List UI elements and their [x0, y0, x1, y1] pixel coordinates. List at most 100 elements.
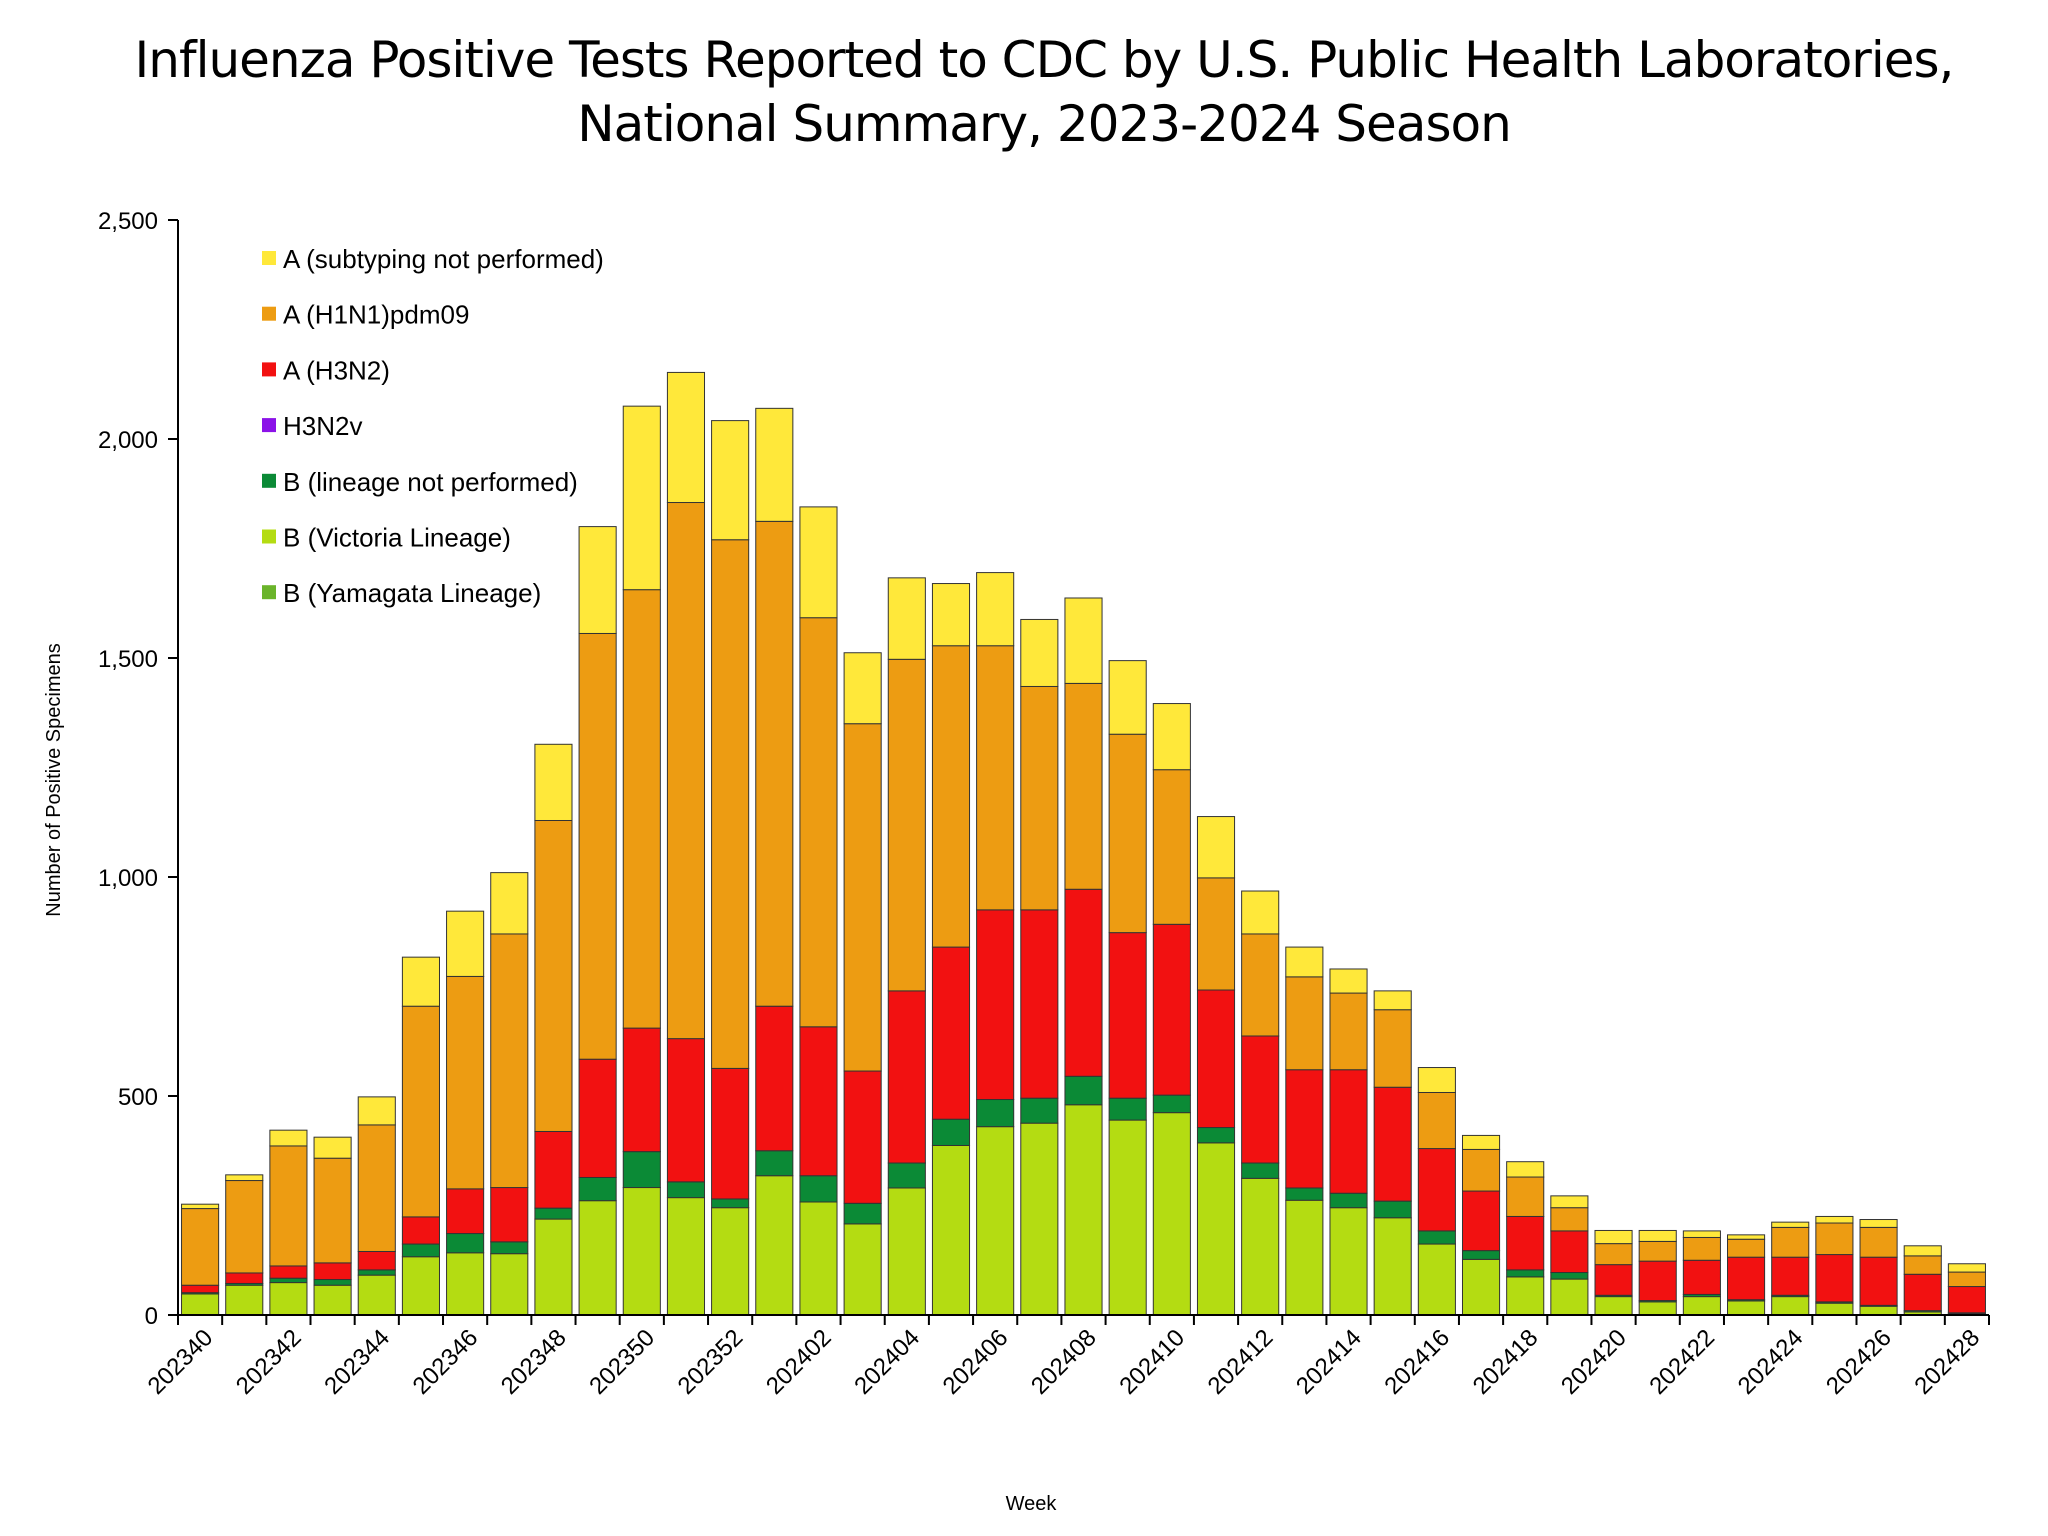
bar-segment-202422-4: [1682, 1259, 1721, 1295]
y-axis-label: Number of Positive Specimens: [43, 643, 65, 916]
legend-label: A (H1N1)pdm09: [283, 300, 469, 330]
bar-segment-202420-6: [1594, 1229, 1633, 1245]
bar-segment-202421-5: [1638, 1240, 1677, 1262]
x-tick-label: 202420: [1556, 1324, 1632, 1400]
x-tick-label: 202402: [761, 1324, 837, 1400]
bar-segment-202426-4: [1859, 1256, 1898, 1306]
bar-segment-202410-2: [1152, 1094, 1191, 1114]
bar-segment-202351-0: [666, 1197, 706, 1316]
bar-segment-202350-0: [622, 1187, 661, 1316]
bar-segment-202406-0: [976, 1126, 1015, 1316]
bar-segment-202425-6: [1815, 1215, 1854, 1224]
bar-segment-202413-5: [1285, 976, 1324, 1071]
legend-swatch: [262, 529, 276, 544]
bar-segment-202403-5: [843, 723, 882, 1072]
bar-segment-202411-4: [1196, 989, 1236, 1129]
bar-segment-202408-5: [1064, 682, 1103, 890]
bar-segment-202403-2: [843, 1202, 882, 1225]
bar-segment-202416-4: [1417, 1148, 1456, 1232]
x-tick-label: 202408: [1026, 1324, 1102, 1400]
bar-segment-202408-0: [1064, 1104, 1103, 1316]
bar-segment-202428-6: [1947, 1263, 1986, 1273]
bar-segment-202419-2: [1550, 1272, 1589, 1280]
bar-segment-202351-2: [666, 1181, 706, 1199]
bar-segment-202418-2: [1506, 1269, 1545, 1278]
bar-segment-202413-0: [1285, 1199, 1324, 1316]
y-tick-label: 2,500: [98, 208, 158, 235]
bar-segment-202347-5: [490, 933, 529, 1189]
bar-segment-202427-6: [1903, 1245, 1942, 1257]
x-tick-label: 202414: [1291, 1324, 1367, 1400]
bar-segment-202409-5: [1108, 733, 1147, 934]
x-tick-label: 202348: [496, 1324, 572, 1400]
bar-segment-202404-4: [887, 990, 926, 1164]
bar-segment-202423-0: [1727, 1300, 1766, 1316]
bar-segment-202349-5: [578, 632, 617, 1060]
bar-segment-202351-6: [666, 371, 706, 504]
bar-segment-202411-6: [1196, 816, 1236, 879]
bar-segment-202424-5: [1771, 1226, 1810, 1258]
bar-segment-202424-6: [1771, 1221, 1810, 1228]
legend-swatch: [262, 362, 276, 377]
x-tick-label: 202424: [1733, 1324, 1809, 1400]
bar-segment-202343-5: [313, 1157, 352, 1264]
bar-segment-202350-5: [622, 589, 661, 1029]
bar-segment-202352-4: [711, 1067, 750, 1200]
bar-segment-202348-4: [534, 1130, 573, 1209]
bar-segment-202350-6: [622, 405, 661, 591]
bar-segment-202350-4: [622, 1027, 661, 1153]
bar-segment-202427-4: [1903, 1273, 1942, 1312]
bar-segment-202340-0: [181, 1293, 220, 1316]
bar-segment-202349-6: [578, 526, 617, 634]
bar-segment-202405-2: [931, 1118, 971, 1146]
x-tick-label: 202428: [1909, 1324, 1985, 1400]
bar-segment-202343-6: [313, 1136, 352, 1159]
y-tick-label: 0: [145, 1303, 158, 1330]
bar-segment-202412-0: [1241, 1177, 1280, 1316]
bar-segment-202342-0: [269, 1282, 308, 1316]
bar-segment-202405-5: [931, 645, 971, 948]
y-tick-label: 2,000: [98, 427, 158, 454]
bar-segment-202346-6: [446, 910, 485, 977]
bar-segment-202346-4: [446, 1188, 485, 1235]
bar-segment-202401-0: [755, 1175, 794, 1316]
y-tick-label: 500: [118, 1084, 158, 1111]
x-tick-label: 202346: [408, 1324, 484, 1400]
bar-segment-202344-0: [357, 1274, 396, 1316]
bar-segment-202428-4: [1947, 1286, 1986, 1314]
bar-segment-202347-0: [490, 1253, 529, 1316]
bar-segment-202342-2: [269, 1277, 308, 1284]
bar-segment-202349-2: [578, 1176, 617, 1202]
bar-segment-202340-5: [181, 1208, 220, 1286]
bar-segment-202415-5: [1373, 1009, 1412, 1088]
bar-segment-202426-0: [1859, 1305, 1898, 1316]
bar-segment-202348-0: [534, 1218, 573, 1316]
bar-segment-202423-4: [1727, 1256, 1766, 1301]
bar-segment-202415-0: [1373, 1217, 1412, 1316]
bar-segment-202405-4: [931, 946, 971, 1120]
legend-swatch: [262, 418, 276, 433]
bar-segment-202408-4: [1064, 888, 1103, 1077]
bar-segment-202350-2: [622, 1151, 661, 1189]
legend-swatch: [262, 473, 276, 488]
chart-title-line1: Influenza Positive Tests Reported to CDC…: [134, 31, 1955, 89]
bar-segment-202425-5: [1815, 1222, 1854, 1256]
bar-segment-202348-6: [534, 743, 573, 821]
bar-segment-202413-4: [1285, 1069, 1324, 1189]
bar-segment-202414-0: [1329, 1207, 1368, 1316]
bar-segment-202428-5: [1947, 1271, 1986, 1288]
bar-segment-202404-6: [887, 577, 926, 660]
bar-segment-202410-0: [1152, 1112, 1191, 1316]
bar-segment-202347-2: [490, 1241, 529, 1255]
bar-segment-202407-6: [1020, 618, 1059, 687]
bar-segment-202352-5: [711, 539, 750, 1069]
bar-segment-202402-0: [799, 1201, 838, 1316]
bar-segment-202421-6: [1638, 1229, 1677, 1242]
x-tick-label: 202342: [231, 1324, 307, 1400]
bar-segment-202411-0: [1196, 1142, 1236, 1316]
bar-segment-202345-0: [401, 1256, 440, 1316]
bar-segment-202403-6: [843, 652, 882, 725]
bar-segment-202341-0: [225, 1284, 264, 1316]
bar-segment-202342-6: [269, 1129, 308, 1147]
